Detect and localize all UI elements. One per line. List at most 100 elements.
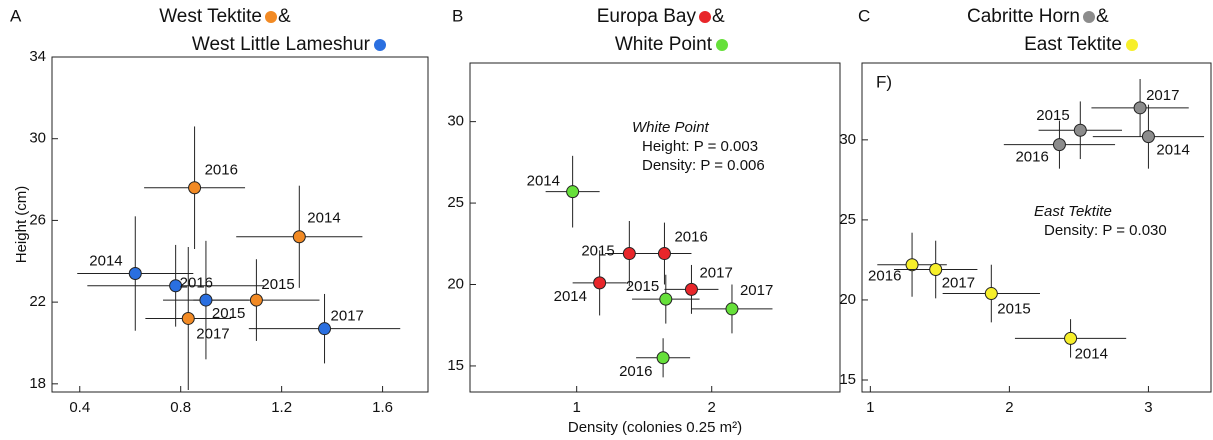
point-label: 2017 [942,274,975,291]
point-label: 2015 [261,276,294,293]
panel-letter: A [10,6,22,25]
y-tick-label: 20 [447,275,464,292]
point [1073,123,1087,137]
point [318,322,332,336]
point-label: 2016 [180,275,213,292]
title-line: West Little Lameshur [192,34,371,55]
title-dot [1126,39,1138,51]
point-label: 2015 [581,243,614,260]
point [1052,138,1066,152]
panel-letter: C [858,6,870,25]
x-tick-label: 2 [1005,399,1013,416]
title-line: White Point [615,34,713,55]
y-tick-label: 20 [839,291,856,308]
point-label: 2015 [1036,107,1069,124]
point-label: 2015 [626,278,659,295]
annotation: Density: P = 0.006 [642,157,765,174]
x-tick-label: 0.4 [69,399,90,416]
point-label: 2015 [212,305,245,322]
point [1141,130,1155,144]
point [181,311,195,325]
x-axis-label: Density (colonies 0.25 m²) [568,419,742,436]
title-conjunction: & [278,6,291,27]
point-label: 2017 [699,264,732,281]
title-conjunction: & [1096,6,1109,27]
y-tick-label: 22 [29,293,46,310]
point-label: 2014 [1075,345,1108,362]
point-label: 2017 [331,308,364,325]
point-label: 2016 [674,229,707,246]
point [725,302,739,316]
y-tick-label: 15 [839,371,856,388]
title-dot [699,11,711,23]
point-label: 2014 [554,288,587,305]
y-tick-label: 34 [29,48,46,65]
annotation: White Point [632,119,710,136]
title-line: Cabritte Horn [967,6,1080,27]
title-conjunction: & [712,6,725,27]
point [566,185,580,199]
point [984,287,998,301]
x-tick-label: 0.8 [170,399,191,416]
plot-frame [51,56,429,393]
point [905,258,919,272]
annotation: Height: P = 0.003 [642,138,758,155]
x-tick-label: 1 [866,399,874,416]
point-label: 2016 [868,268,901,285]
point-label: 2014 [307,210,340,227]
plot-frame [861,62,1212,393]
y-tick-label: 30 [839,131,856,148]
point [657,247,671,261]
y-axis-label: Height (cm) [13,186,30,264]
x-tick-label: 2 [708,399,716,416]
annotation: East Tektite [1034,203,1112,220]
title-line: East Tektite [1024,34,1122,55]
x-tick-label: 1.6 [372,399,393,416]
y-tick-label: 25 [447,194,464,211]
x-tick-label: 1 [573,399,581,416]
title-line: Europa Bay [597,6,697,27]
point [1133,101,1147,115]
point-label: 2016 [1015,149,1048,166]
plot-frame [469,62,841,393]
point [656,351,670,365]
point [622,247,636,261]
point-label: 2016 [619,363,652,380]
point [292,230,306,244]
title-dot [265,11,277,23]
panel-label: F) [876,72,892,91]
x-tick-label: 1.2 [271,399,292,416]
point-label: 2014 [527,173,560,190]
point [199,293,213,307]
y-tick-label: 18 [29,375,46,392]
point [659,292,673,306]
title-line: West Tektite [159,6,262,27]
y-tick-label: 26 [29,211,46,228]
x-tick-label: 3 [1144,399,1152,416]
point [929,263,943,277]
panel-letter: B [452,6,463,25]
point [188,181,202,195]
point [128,267,142,281]
title-dot [1083,11,1095,23]
y-tick-label: 25 [839,211,856,228]
point [684,282,698,296]
point-label: 2014 [89,252,122,269]
title-dot [716,39,728,51]
point-label: 2017 [196,325,229,342]
point [1064,331,1078,345]
point [249,293,263,307]
annotation: Density: P = 0.030 [1044,222,1167,239]
point-label: 2015 [997,301,1030,318]
point-label: 2014 [1156,142,1189,159]
title-dot [374,39,386,51]
y-tick-label: 15 [447,357,464,374]
point [169,279,183,293]
y-tick-label: 30 [447,113,464,130]
point-label: 2017 [1146,87,1179,104]
y-tick-label: 30 [29,130,46,147]
point [593,276,607,290]
point-label: 2017 [740,282,773,299]
